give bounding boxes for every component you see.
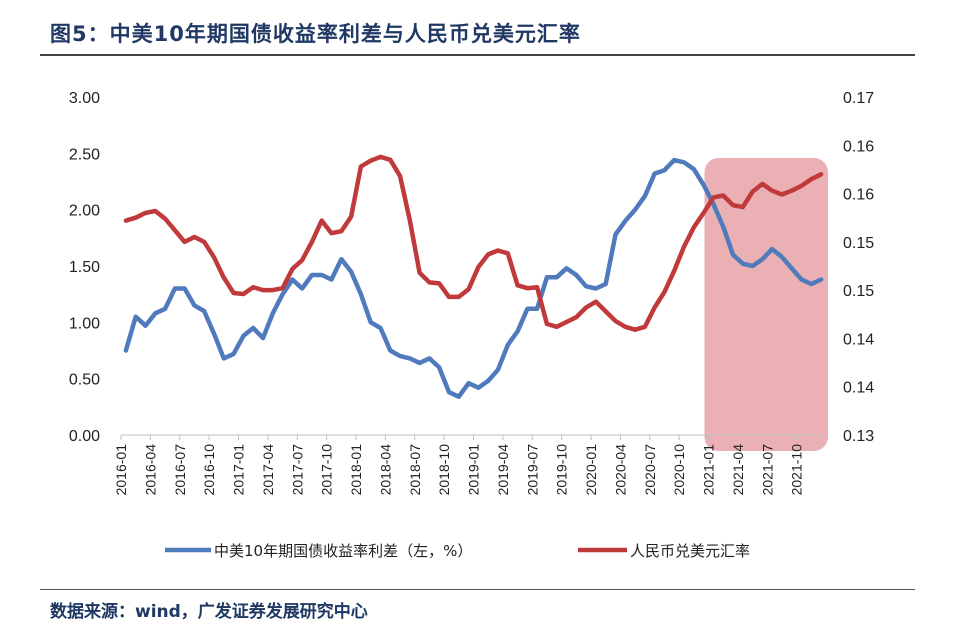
highlight-box (704, 158, 828, 451)
x-tick-label: 2018-04 (377, 444, 393, 496)
y-right-tick-label: 0.17 (843, 90, 874, 107)
y-right-tick-label: 0.15 (843, 283, 874, 300)
y-left-tick-label: 2.00 (69, 203, 100, 220)
figure-title: 图5：中美10年期国债收益率利差与人民币兑美元汇率 (50, 22, 581, 46)
x-tick-label: 2021-04 (730, 444, 746, 496)
x-tick-label: 2018-01 (348, 444, 364, 496)
x-tick-label: 2019-04 (495, 444, 511, 496)
x-tick-label: 2020-07 (642, 444, 658, 496)
spread-series-line (123, 157, 824, 399)
y-right-tick-label: 0.14 (843, 331, 874, 348)
legend-label-cny: 人民币兑美元汇率 (630, 542, 750, 560)
bottom-rule (40, 589, 915, 590)
x-tick-label: 2016-10 (201, 444, 217, 496)
x-tick-label: 2020-10 (671, 444, 687, 496)
x-tick-label: 2021-10 (789, 444, 805, 496)
x-tick-label: 2016-01 (113, 444, 129, 496)
x-tick-label: 2016-07 (172, 444, 188, 496)
x-tick-label: 2018-07 (407, 444, 423, 496)
y-left-tick-label: 0.50 (69, 372, 100, 389)
x-tick-label: 2019-01 (466, 444, 482, 496)
legend-label-spread: 中美10年期国债收益率利差（左，%） (214, 542, 472, 560)
x-tick-label: 2017-01 (231, 444, 247, 496)
y-right-tick-label: 0.14 (843, 380, 874, 397)
x-tick-label: 2020-04 (612, 444, 628, 496)
x-tick-label: 2019-10 (554, 444, 570, 496)
x-tick-label: 2017-10 (319, 444, 335, 496)
y-right-tick-label: 0.15 (843, 235, 874, 252)
x-tick-label: 2018-10 (436, 444, 452, 496)
x-tick-label: 2021-07 (759, 444, 775, 496)
top-rule (40, 54, 915, 56)
y-left-tick-label: 1.00 (69, 315, 100, 332)
x-tick-label: 2016-04 (142, 444, 158, 496)
x-tick-label: 2020-01 (583, 444, 599, 496)
y-left-tick-label: 0.00 (69, 428, 100, 445)
y-right-tick-label: 0.16 (843, 187, 874, 204)
chart: 3.00 2.50 2.00 1.50 1.00 0.50 0.00 0.17 0.16 0.16… (69, 90, 874, 560)
x-tick-label: 2019-07 (524, 444, 540, 496)
y-left-tick-label: 2.50 (69, 146, 100, 163)
x-tick-label: 2021-01 (701, 444, 717, 496)
x-tick-label: 2017-04 (260, 444, 276, 496)
cny-series-line (123, 154, 824, 332)
y-right-tick-label: 0.16 (843, 138, 874, 155)
y-left-tick-label: 1.50 (69, 259, 100, 276)
source-note: 数据来源：wind，广发证券发展研究中心 (50, 602, 368, 622)
y-left-tick-label: 3.00 (69, 90, 100, 107)
y-right-tick-label: 0.13 (843, 428, 874, 445)
x-tick-label: 2017-07 (289, 444, 305, 496)
